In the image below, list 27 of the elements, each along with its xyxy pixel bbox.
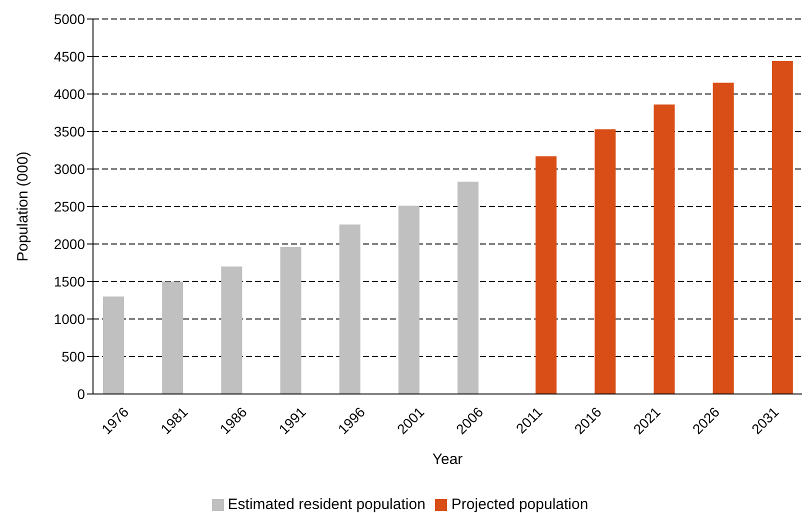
y-tick-label: 5000: [54, 10, 86, 27]
y-tick-label: 2500: [54, 198, 86, 214]
y-tick-label: 0: [77, 386, 86, 402]
y-tick-label: 2000: [54, 236, 86, 252]
bar: [594, 129, 616, 394]
bar: [712, 82, 734, 394]
bar: [536, 156, 557, 394]
bar: [221, 266, 242, 394]
x-axis-title: Year: [432, 451, 463, 468]
y-tick-label: 3500: [54, 123, 86, 140]
legend-label: Estimated resident population: [228, 496, 426, 513]
bar: [162, 282, 184, 394]
bar: [772, 61, 793, 394]
bar: [398, 206, 420, 394]
y-tick-label: 500: [62, 348, 86, 364]
bar: [103, 296, 124, 394]
y-tick-label: 1000: [54, 310, 86, 327]
y-tick-label: 4000: [54, 86, 86, 102]
y-tick-label: 4500: [54, 48, 86, 64]
y-axis-title: Population (000): [14, 151, 32, 262]
legend-label: Projected population: [451, 496, 588, 513]
bar: [339, 224, 360, 394]
bar: [280, 247, 302, 394]
bar: [458, 182, 478, 394]
bar: [654, 104, 675, 394]
y-tick-label: 1500: [54, 273, 86, 290]
y-tick-label: 3000: [54, 160, 86, 177]
